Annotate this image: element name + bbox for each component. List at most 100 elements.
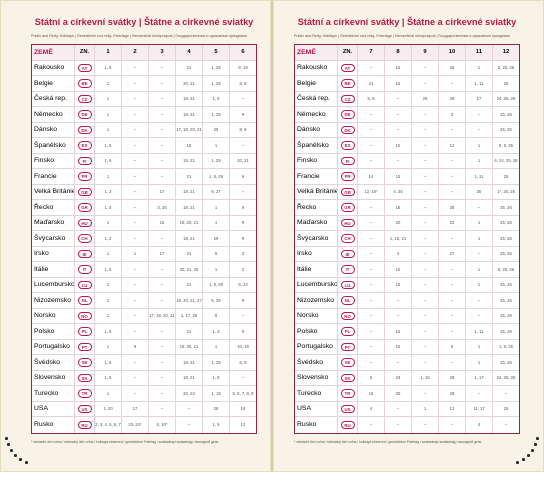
country-code-badge: TR	[77, 389, 92, 398]
header-month: 7	[358, 45, 385, 60]
holiday-days: –	[412, 308, 439, 323]
table-row: Francie FR 14 15– –1, 11 25	[295, 169, 519, 185]
holiday-days: 1, 11	[466, 324, 493, 339]
holiday-days: –	[385, 153, 412, 168]
country-name: Španělsko	[295, 138, 338, 153]
country-code-cell: LU	[338, 277, 358, 292]
holiday-days: 9	[241, 297, 245, 303]
holiday-days: –	[149, 277, 176, 292]
country-name: Řecko	[32, 200, 75, 215]
holiday-days: 24, 25, 26	[496, 375, 516, 381]
holiday-days: –	[122, 277, 149, 292]
footnote: * náhradní den volna / náhradný deň voľn…	[294, 439, 482, 444]
holiday-days: 12, 16*	[358, 184, 385, 199]
holiday-days: 18, 21	[176, 231, 203, 246]
country-code-badge: IE	[340, 249, 355, 258]
holiday-days: –	[439, 355, 466, 370]
holiday-days: 18, 21	[176, 91, 203, 106]
holiday-days: 19	[240, 406, 246, 412]
holiday-days: 3	[241, 251, 245, 257]
holiday-days: 1, 15, 21	[385, 231, 412, 246]
table-header-row: ZEMĚ ZN. 7 8 9 10 11 12	[295, 45, 519, 61]
holiday-table: ZEMĚ ZN. 7 8 9 10 11 12 Rakousko AT –15–26 1 8, 25, …	[294, 44, 520, 434]
header-month: 10	[439, 45, 466, 60]
country-code-cell: GR	[338, 200, 358, 215]
holiday-days: –	[122, 293, 149, 308]
country-name: Česká rep.	[32, 91, 75, 106]
country-name: Itálie	[295, 262, 338, 277]
header-month: 8	[385, 45, 412, 60]
holiday-days: –	[149, 262, 176, 277]
holiday-days: –	[439, 417, 466, 433]
country-code-badge: FI	[77, 156, 92, 165]
holiday-days: –	[385, 293, 412, 308]
holiday-days: 9	[241, 235, 245, 241]
holiday-days: 1, 11	[466, 76, 493, 91]
table-row: RuskoRU1, 2, 3, 4, 5, 6, 7, 823, 24*8, 1…	[32, 417, 256, 433]
holiday-days: 1	[95, 91, 122, 106]
country-code-cell: SE	[338, 355, 358, 370]
table-row: Finsko FI – – – –1 6, 24, 25, 26	[295, 153, 519, 169]
holiday-days: 1	[95, 215, 122, 230]
table-row: Lucembursko LU 1– –21 1, 9, 29 9, 23	[32, 277, 256, 293]
country-code-cell: FI	[75, 153, 95, 168]
country-name: Španělsko	[32, 138, 75, 153]
country-code-badge: CZ	[340, 94, 355, 103]
table-row: Švédsko SE 1, 6– –18, 21 1, 29 6, 9	[32, 355, 256, 371]
country-code-cell: CZ	[338, 91, 358, 106]
holiday-days: 25	[503, 173, 509, 179]
holiday-days: 1, 29	[203, 76, 230, 91]
table-row: Německo DE 1– –18, 21 1, 29 9	[32, 107, 256, 123]
holiday-days: –	[439, 324, 466, 339]
holiday-table: ZEMĚ ZN. 1 2 3 4 5 6 Rakousko AT 1, 6– –21 1, 29 9, 1…	[31, 44, 257, 434]
holiday-days: 21	[176, 246, 203, 261]
country-name: Finsko	[295, 153, 338, 168]
holiday-days: 28	[439, 370, 466, 385]
decorative-dots-left	[5, 437, 31, 477]
table-row: Švýcarsko CH –1, 15, 21– –1 25, 26	[295, 231, 519, 247]
holiday-days: 18, 20, 21	[176, 215, 203, 230]
holiday-days: –	[122, 231, 149, 246]
holiday-days: 5, 6, 7, 8, 9	[232, 390, 254, 396]
country-code-badge: GB	[340, 187, 355, 196]
table-row: Polsko PL –15– –1, 11 25, 26	[295, 324, 519, 340]
header-month: 3	[149, 45, 176, 60]
country-code-badge: IE	[77, 249, 92, 258]
holiday-days: 1	[203, 138, 230, 153]
country-code-cell: NL	[75, 293, 95, 308]
country-code-badge: RU	[340, 420, 355, 429]
holiday-days: –	[149, 401, 176, 416]
holiday-days: 1, 15	[412, 370, 439, 385]
holiday-days: 1, 17	[466, 370, 493, 385]
country-code-cell: GR	[75, 200, 95, 215]
country-code-badge: CZ	[77, 94, 92, 103]
holiday-days: 25, 26	[500, 204, 512, 210]
country-name: Nizozemsko	[32, 293, 75, 308]
holiday-days: –	[412, 122, 439, 137]
holiday-days: –	[412, 262, 439, 277]
country-name: Polsko	[32, 324, 75, 339]
holiday-days: 1	[466, 138, 493, 153]
right-page: Státní a církevní svátky | Štátne a cirk…	[273, 0, 544, 472]
holiday-days: 30	[385, 386, 412, 401]
holiday-days: 4	[466, 417, 493, 433]
country-code-cell: RU	[338, 417, 358, 433]
country-name: USA	[32, 401, 75, 416]
holiday-days: 1, 6	[95, 262, 122, 277]
holiday-days: –	[439, 277, 466, 292]
holiday-days: 1, 8, 25	[499, 344, 513, 350]
holiday-days: 1	[466, 215, 493, 230]
country-code-cell: AT	[75, 60, 95, 75]
country-code-badge: FR	[77, 172, 92, 181]
holiday-days: –	[412, 231, 439, 246]
holiday-days: 21	[176, 60, 203, 75]
holiday-days: 6, 8, 25	[499, 142, 513, 148]
table-row: Portugalsko PT –15–5 1 1, 8, 25	[295, 339, 519, 355]
header-code: ZN.	[75, 45, 95, 60]
table-row: Švýcarsko CH 1, 2– –18, 21 29 9	[32, 231, 256, 247]
country-name: Irsko	[32, 246, 75, 261]
table-row: Lucembursko LU –15– –1 25, 26	[295, 277, 519, 293]
holiday-days: –	[358, 215, 385, 230]
holiday-days: 21	[176, 169, 203, 184]
holiday-days: 9, 23	[238, 282, 248, 288]
